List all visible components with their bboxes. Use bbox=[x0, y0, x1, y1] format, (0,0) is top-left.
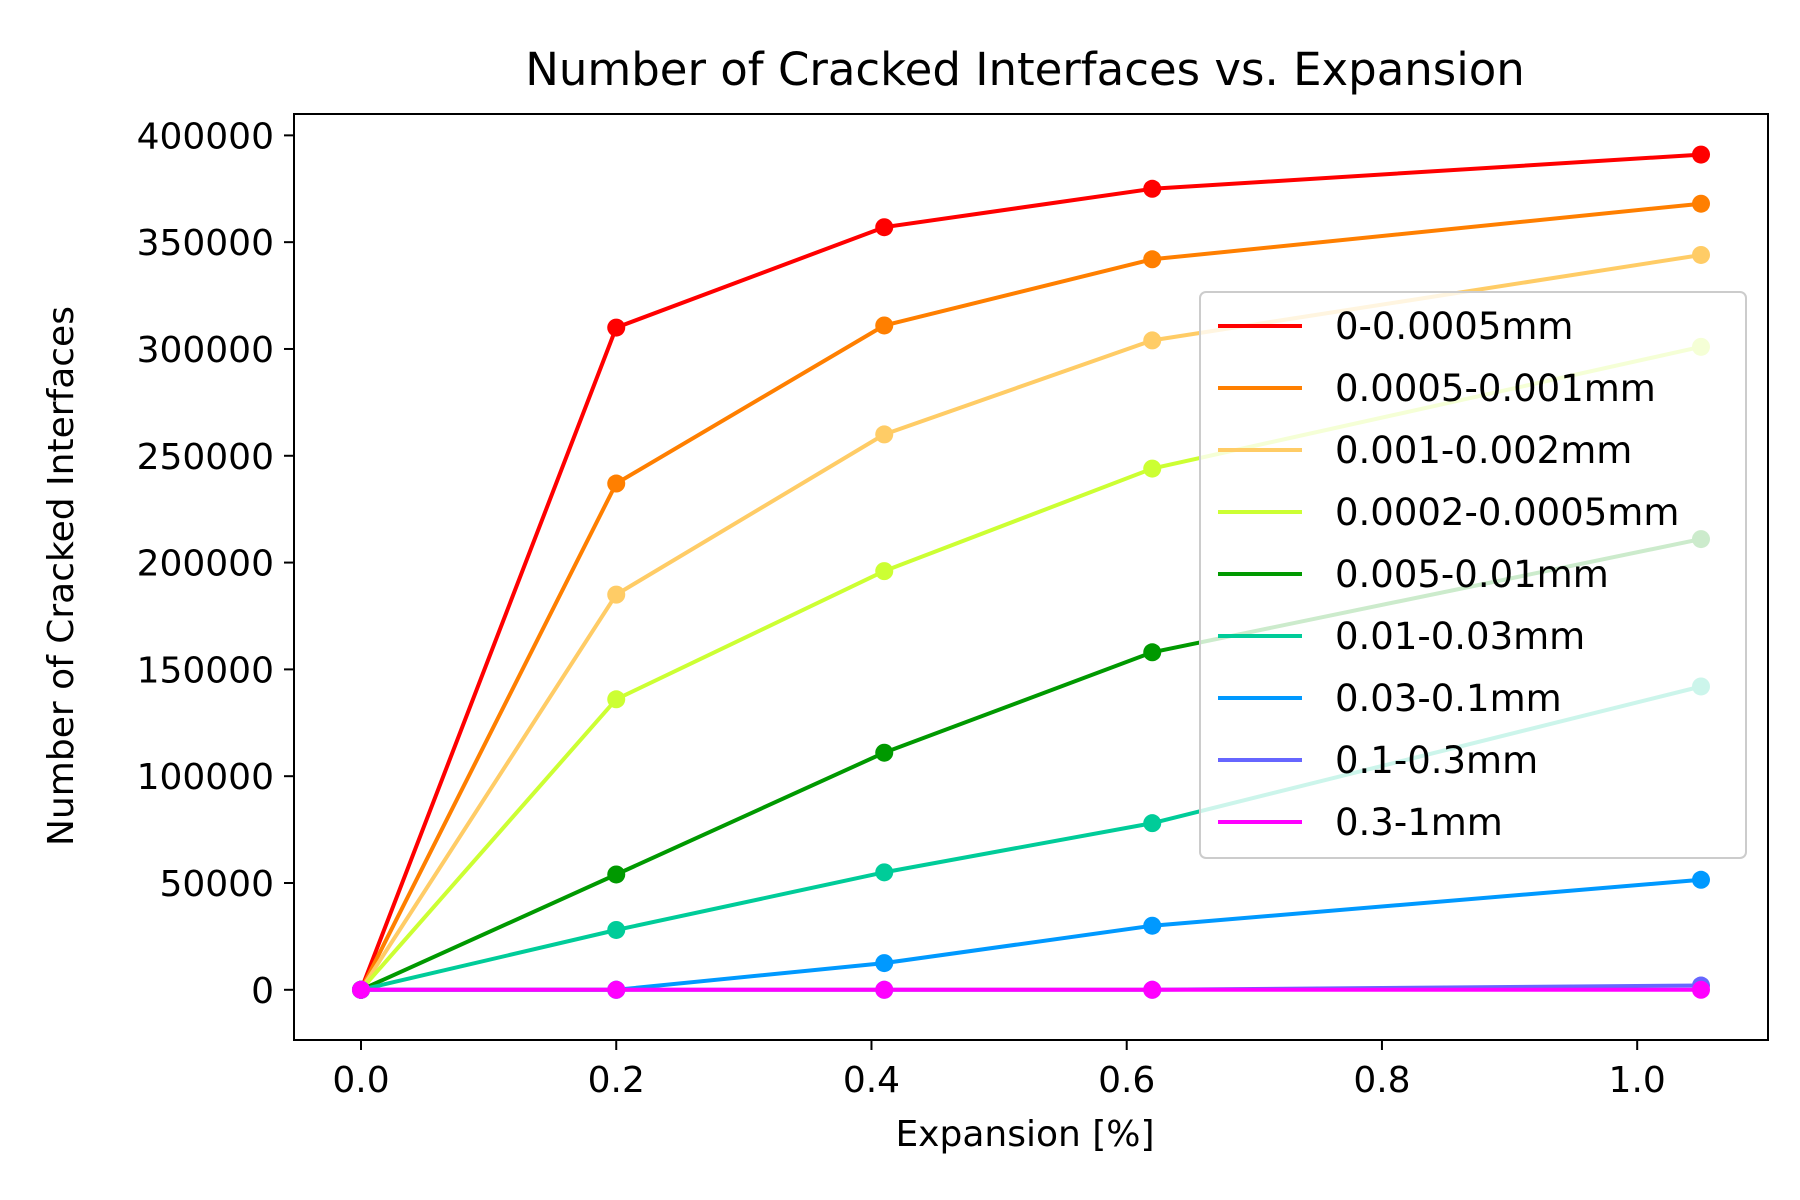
data-point bbox=[1692, 870, 1710, 889]
data-point bbox=[1143, 916, 1162, 935]
legend: 0-0.0005mm 0.0005-0.001mm 0.001-0.002mm 0.0… bbox=[1199, 291, 1747, 859]
y-tick-label: 50000 bbox=[159, 864, 274, 905]
data-point bbox=[1143, 459, 1162, 478]
data-point bbox=[875, 980, 894, 999]
data-point bbox=[607, 318, 626, 337]
data-point bbox=[607, 585, 626, 604]
legend-label: 0.01-0.03mm bbox=[1335, 615, 1585, 658]
x-tick-label: 0.0 bbox=[332, 1060, 389, 1101]
data-point bbox=[875, 316, 894, 335]
plot-area: 0.0 0.2 0.4 0.6 0.8 1.0 0 50000 100000 150000 2000… bbox=[137, 113, 1769, 1101]
data-point bbox=[607, 690, 626, 709]
data-point bbox=[1143, 331, 1162, 350]
y-tick-label: 350000 bbox=[137, 223, 274, 264]
y-tick-label: 400000 bbox=[137, 116, 274, 157]
x-axis-label: Expansion [%] bbox=[895, 1114, 1154, 1155]
data-point bbox=[875, 218, 894, 237]
data-point bbox=[607, 920, 626, 939]
data-point bbox=[875, 743, 894, 762]
y-tick-label: 0 bbox=[251, 971, 274, 1012]
data-point bbox=[1692, 145, 1710, 164]
y-tick-label: 100000 bbox=[137, 757, 274, 798]
data-point bbox=[1143, 250, 1162, 269]
data-point bbox=[1692, 194, 1710, 213]
data-point bbox=[352, 980, 370, 999]
data-point bbox=[1692, 980, 1710, 999]
x-tick-label: 0.4 bbox=[843, 1060, 900, 1101]
y-tick-label: 250000 bbox=[137, 437, 274, 478]
y-axis-label: Number of Cracked Interfaces bbox=[41, 306, 82, 846]
data-point bbox=[875, 954, 894, 973]
axes-frame bbox=[293, 113, 1769, 1041]
y-tick-label: 300000 bbox=[137, 330, 274, 371]
data-point bbox=[875, 863, 894, 882]
data-point bbox=[1143, 980, 1162, 999]
y-tick-label: 200000 bbox=[137, 544, 274, 585]
chart-title: Number of Cracked Interfaces vs. Expansi… bbox=[525, 43, 1525, 96]
legend-label: 0.03-0.1mm bbox=[1335, 677, 1562, 720]
legend-label: 0.001-0.002mm bbox=[1335, 429, 1632, 472]
legend-label: 0.0005-0.001mm bbox=[1335, 367, 1656, 410]
x-tick-label: 0.2 bbox=[588, 1060, 645, 1101]
y-tick-label: 150000 bbox=[137, 650, 274, 691]
data-point bbox=[875, 425, 894, 444]
data-point bbox=[1143, 179, 1162, 198]
legend-label: 0.1-0.3mm bbox=[1335, 739, 1538, 782]
data-point bbox=[607, 474, 626, 493]
legend-box bbox=[1199, 291, 1747, 859]
data-point bbox=[1143, 814, 1162, 833]
x-tick-label: 1.0 bbox=[1609, 1060, 1666, 1101]
legend-label: 0.0002-0.0005mm bbox=[1335, 491, 1679, 534]
x-tick-label: 0.6 bbox=[1098, 1060, 1155, 1101]
data-point bbox=[875, 562, 894, 581]
legend-label: 0-0.0005mm bbox=[1335, 305, 1573, 348]
legend-label: 0.005-0.01mm bbox=[1335, 553, 1609, 596]
data-point bbox=[1143, 643, 1162, 662]
data-point bbox=[607, 865, 626, 884]
legend-label: 0.3-1mm bbox=[1335, 801, 1503, 844]
data-point bbox=[607, 980, 626, 999]
series-line bbox=[361, 877, 1702, 992]
data-point bbox=[1692, 245, 1710, 264]
x-tick-label: 0.8 bbox=[1353, 1060, 1410, 1101]
